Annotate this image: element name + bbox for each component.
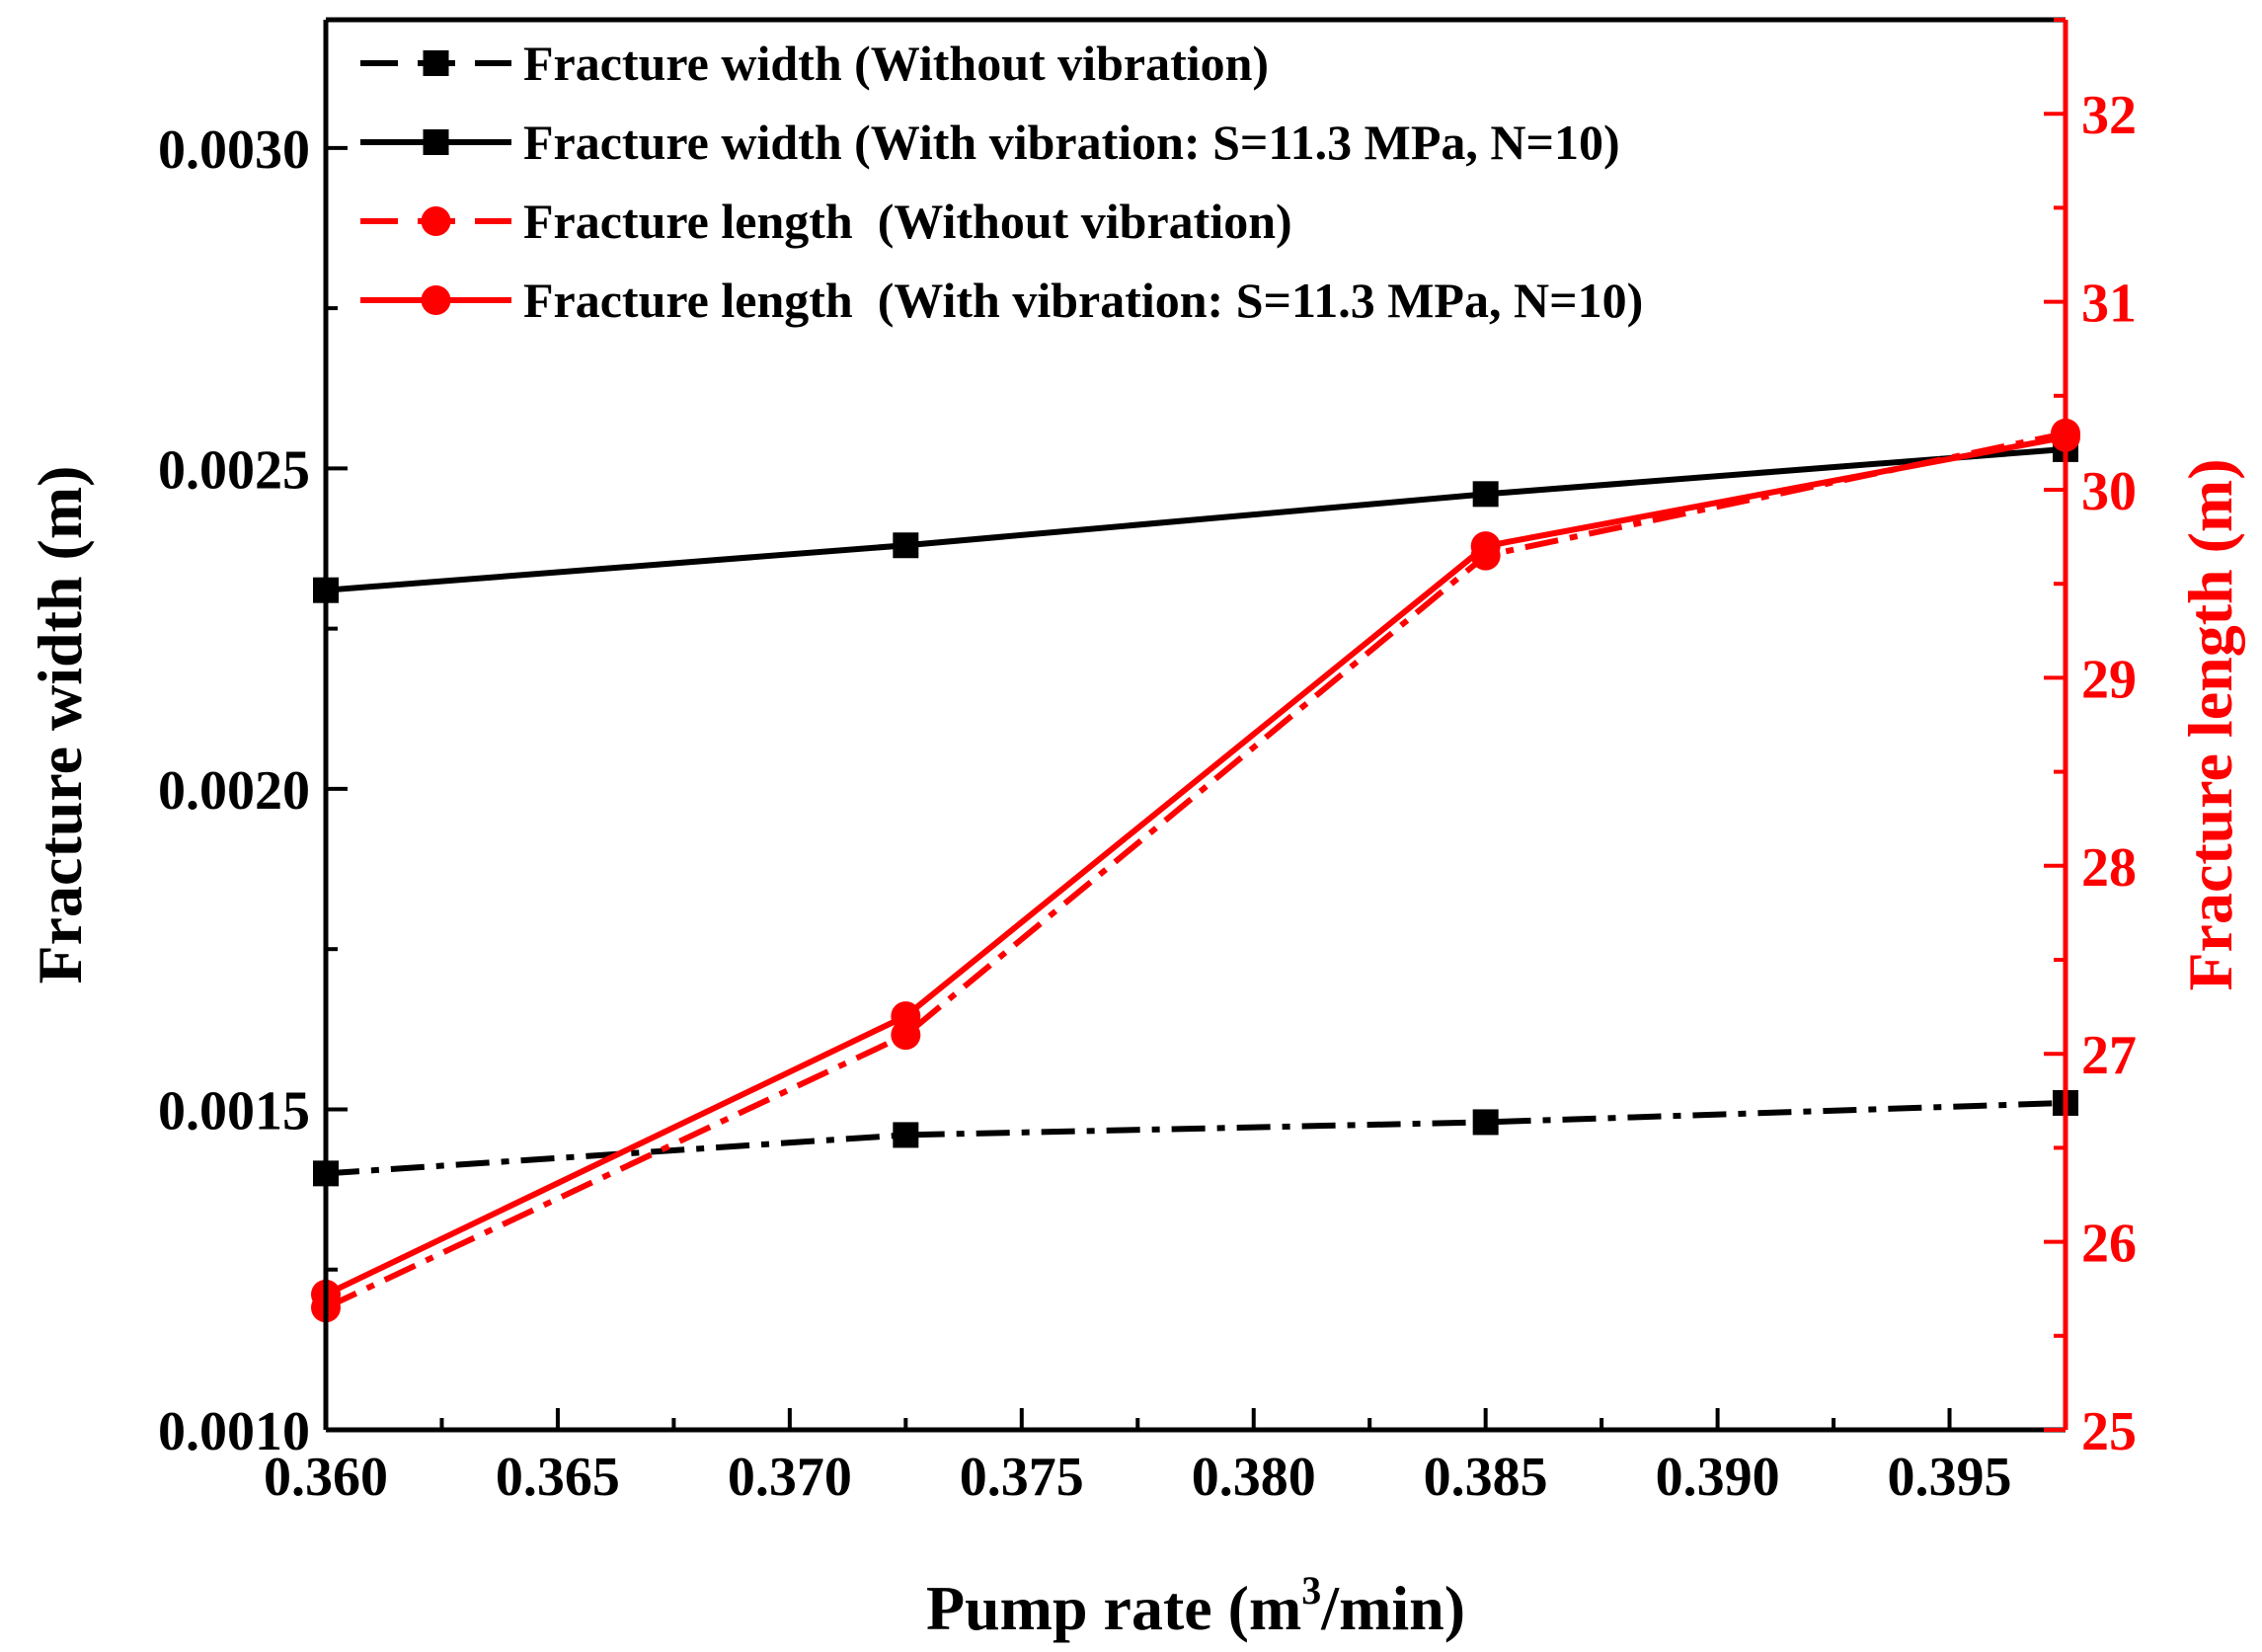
- y-left-tick-label: 0.0030: [158, 119, 310, 181]
- y-left-tick-label: 0.0015: [158, 1080, 310, 1141]
- x-tick-label: 0.385: [1424, 1447, 1548, 1508]
- legend-label: Fracture length (With vibration: S=11.3 …: [523, 273, 1643, 328]
- legend-marker: [421, 206, 451, 236]
- y-right-tick-label: 31: [2081, 274, 2137, 335]
- series-line: [325, 445, 2067, 593]
- legend-item: Fracture width (Without vibration): [360, 36, 1269, 91]
- series-layer: [311, 418, 2080, 1323]
- y-right-tick-label: 32: [2081, 85, 2137, 146]
- data-point: [1470, 531, 1501, 562]
- legend-label: Fracture width (With vibration: S=11.3 M…: [523, 115, 1620, 170]
- legend-item: Fracture width (With vibration: S=11.3 M…: [360, 115, 1620, 170]
- legend-item: Fracture length (With vibration: S=11.3 …: [360, 273, 1643, 328]
- x-tick-label: 0.365: [496, 1447, 620, 1508]
- data-point: [1472, 481, 1499, 508]
- x-tick-label: 0.390: [1656, 1447, 1780, 1508]
- x-tick-label: 0.375: [960, 1447, 1084, 1508]
- y-right-tick-label: 28: [2081, 837, 2137, 899]
- legend: Fracture width (Without vibration) Fractu…: [360, 36, 1643, 328]
- y-left-tick-label: 0.0010: [158, 1401, 310, 1462]
- plot-area: [326, 20, 2066, 1430]
- x-tick-label: 0.395: [1888, 1447, 2012, 1508]
- y-axis-right-title: Fracture length (m): [2175, 458, 2245, 990]
- axes-layer: 0.360 0.365 0.370 0.375 0.380 0.385 0.390 0.395…: [158, 17, 2137, 1508]
- x-axis-title-sup: 3: [1301, 1568, 1321, 1613]
- x-axis-title-tail: /min): [1320, 1573, 1465, 1643]
- legend-label: Fracture width (Without vibration): [523, 36, 1269, 91]
- y-left-tick-label: 0.0025: [158, 439, 310, 501]
- series-line: [324, 433, 2067, 1298]
- x-tick-label: 0.380: [1192, 1447, 1316, 1508]
- data-point: [1472, 1109, 1499, 1136]
- x-tick-label: 0.360: [264, 1447, 388, 1508]
- x-axis-title-main: Pump rate (m: [926, 1573, 1301, 1643]
- y-left-tick-label: 0.0020: [158, 760, 310, 822]
- legend-item: Fracture length (Without vibration): [360, 194, 1292, 249]
- data-point: [893, 1122, 919, 1148]
- y-right-tick-label: 29: [2081, 649, 2137, 710]
- legend-label: Fracture length (Without vibration): [523, 194, 1292, 249]
- y-right-tick-label: 27: [2081, 1025, 2137, 1086]
- y-right-tick-label: 26: [2081, 1214, 2137, 1275]
- y-right-tick-label: 30: [2081, 461, 2137, 522]
- legend-marker: [423, 50, 449, 76]
- y-right-tick-label: 25: [2081, 1401, 2137, 1462]
- x-axis-title: Pump rate (m3/min): [926, 1568, 1465, 1643]
- legend-marker: [423, 129, 449, 155]
- series-3: [311, 422, 2080, 1309]
- data-point: [891, 1001, 921, 1032]
- data-point: [893, 532, 919, 559]
- y-axis-left-title: Fracture width (m): [25, 466, 95, 984]
- x-tick-label: 0.370: [728, 1447, 852, 1508]
- legend-marker: [421, 285, 451, 315]
